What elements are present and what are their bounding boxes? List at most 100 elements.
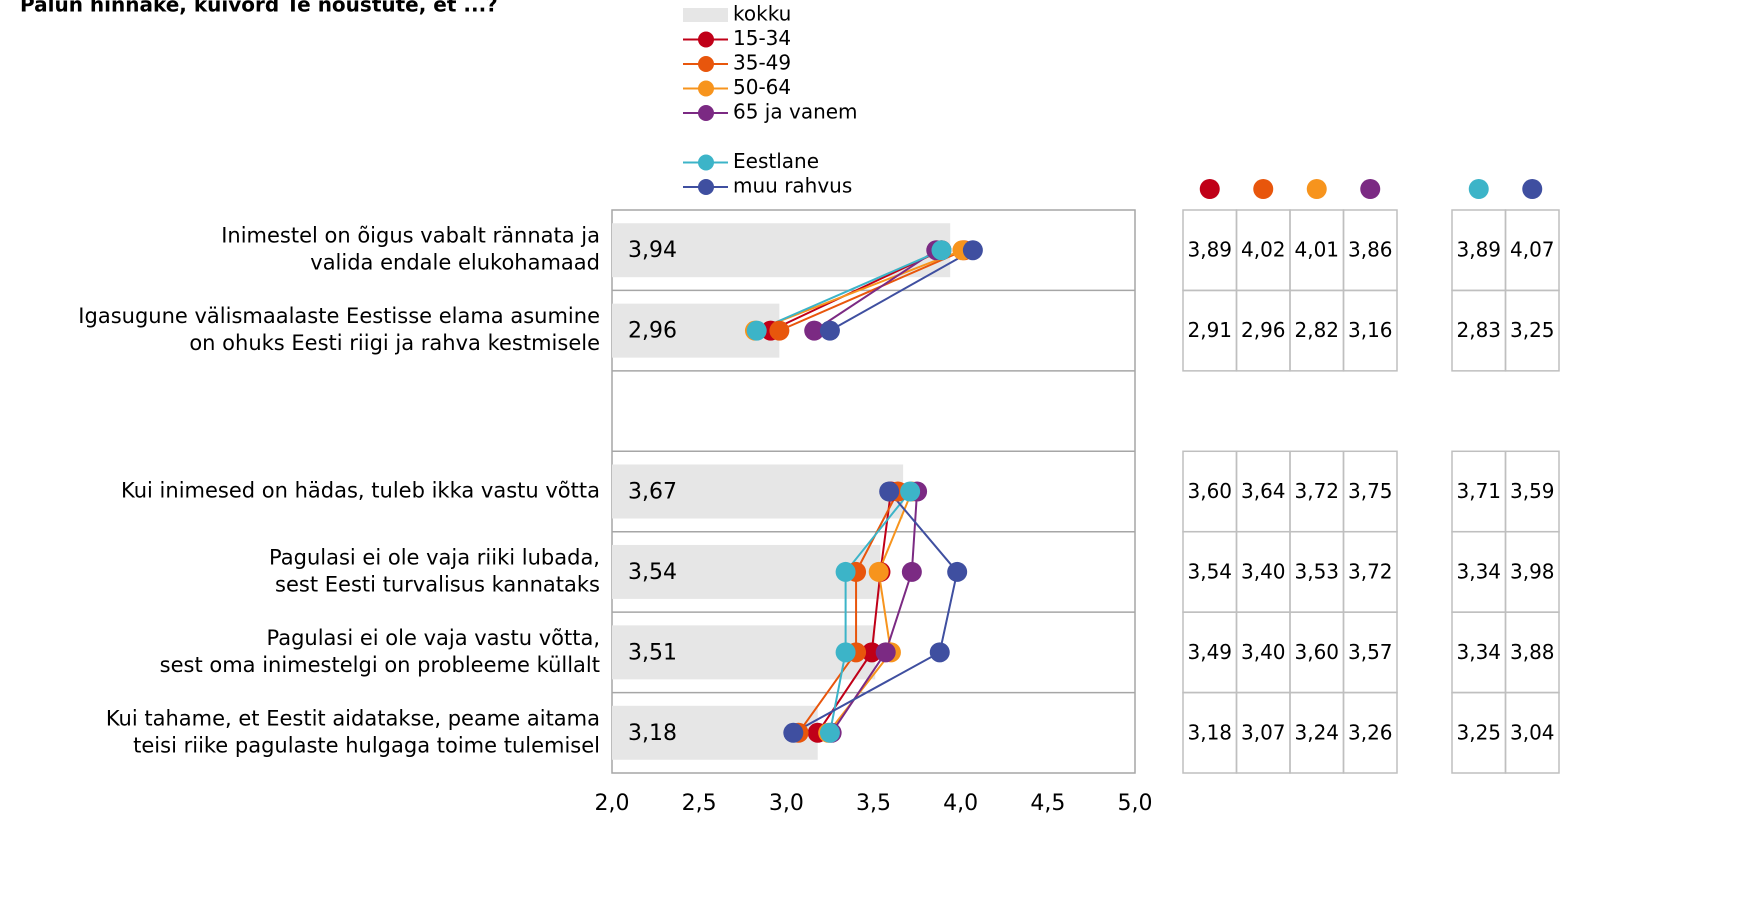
bar-label: 3,18 xyxy=(628,721,677,746)
table-value: 3,40 xyxy=(1241,559,1286,583)
table-cell xyxy=(1342,691,1398,774)
category-label: Kui inimesed on hädas, tuleb ikka vastu … xyxy=(121,479,600,503)
table-value: 4,07 xyxy=(1510,238,1555,262)
table-value: 3,64 xyxy=(1241,479,1286,503)
legend-dot xyxy=(698,179,714,195)
series-dot xyxy=(947,561,968,582)
series-line xyxy=(828,490,911,733)
bar-label: 3,94 xyxy=(628,238,677,263)
bar-label: 3,51 xyxy=(628,640,677,665)
category-label: Pagulasi ei ole vaja riiki lubada, sest E… xyxy=(269,545,600,596)
legend-dot xyxy=(698,80,714,97)
legend-label: 35-49 xyxy=(733,51,791,75)
table-cell xyxy=(1504,289,1560,372)
series-dot xyxy=(783,722,804,743)
table-value: 3,16 xyxy=(1348,318,1393,342)
table-value: 3,71 xyxy=(1456,479,1501,503)
table-value: 3,49 xyxy=(1187,640,1232,664)
series-dot xyxy=(819,320,840,341)
series-line xyxy=(756,249,942,332)
table-value: 3,59 xyxy=(1510,479,1555,503)
table-value: 3,89 xyxy=(1187,238,1232,262)
category-label: Inimestel on õigus vabalt rännata ja vali… xyxy=(221,224,600,275)
table-value: 4,02 xyxy=(1241,238,1286,262)
bar-label: 3,67 xyxy=(628,480,677,505)
category-label: Pagulasi ei ole vaja vastu võtta, sest om… xyxy=(160,626,600,677)
legend-dot xyxy=(698,105,714,121)
legend-label: 65 ja vanem xyxy=(733,100,858,124)
series-line xyxy=(792,490,959,734)
table-value: 3,25 xyxy=(1456,720,1501,744)
column-header-dot xyxy=(1360,179,1381,199)
column-header-dot xyxy=(1306,179,1327,199)
table-value: 2,83 xyxy=(1456,318,1501,342)
series-line xyxy=(816,491,892,734)
table-cell xyxy=(1504,691,1560,774)
series-dot xyxy=(875,642,896,663)
series-dot xyxy=(861,642,882,663)
legend-label: 15-34 xyxy=(733,26,791,50)
table-value: 3,25 xyxy=(1510,318,1555,342)
series-dot xyxy=(769,320,790,341)
x-tick-label: 2,0 xyxy=(595,791,630,816)
series-dot xyxy=(835,642,856,663)
table-value: 3,72 xyxy=(1294,479,1339,503)
bar-label: 2,96 xyxy=(628,319,677,344)
x-tick-label: 5,0 xyxy=(1118,791,1153,816)
series-line xyxy=(830,491,919,734)
column-header-dot xyxy=(1522,179,1543,199)
table-value: 3,57 xyxy=(1348,640,1393,664)
legend-label: kokku xyxy=(733,2,791,26)
column-header-dot xyxy=(1253,179,1274,199)
x-tick-label: 3,0 xyxy=(769,791,804,816)
table-value: 3,53 xyxy=(1294,559,1339,583)
legend-label: 50-64 xyxy=(733,75,791,99)
bar-label: 3,54 xyxy=(628,560,677,585)
table-value: 3,07 xyxy=(1241,720,1286,744)
chart-title: Palun hinnake, kuivõrd Te nõustute, et .… xyxy=(20,0,498,17)
series-dot xyxy=(819,722,840,743)
table-value: 3,89 xyxy=(1456,238,1501,262)
table-value: 3,34 xyxy=(1456,640,1501,664)
table-value: 3,60 xyxy=(1294,640,1339,664)
table-value: 3,24 xyxy=(1294,720,1339,744)
bar xyxy=(612,625,876,680)
bar xyxy=(612,223,951,278)
series-line xyxy=(829,249,974,332)
table-value: 3,26 xyxy=(1348,720,1393,744)
legend-swatch xyxy=(683,8,728,22)
legend-label: Eestlane xyxy=(733,149,819,173)
table-value: 3,04 xyxy=(1510,720,1555,744)
x-tick-label: 4,0 xyxy=(943,791,978,816)
legend-dot xyxy=(698,56,714,72)
table-value: 2,91 xyxy=(1187,318,1232,342)
table-value: 3,60 xyxy=(1187,479,1232,503)
x-tick-label: 4,5 xyxy=(1030,791,1065,816)
table-value: 2,96 xyxy=(1241,318,1286,342)
series-dot xyxy=(804,320,825,341)
table-cell xyxy=(1342,289,1398,372)
column-header-dot xyxy=(1468,179,1489,199)
table-value: 3,88 xyxy=(1510,640,1555,664)
table-value: 3,34 xyxy=(1456,559,1501,583)
x-tick-label: 3,5 xyxy=(856,791,891,816)
table-value: 3,75 xyxy=(1348,479,1393,503)
table-value: 3,18 xyxy=(1187,720,1232,744)
series-line xyxy=(813,249,937,332)
table-value: 2,82 xyxy=(1294,318,1339,342)
table-value: 3,72 xyxy=(1348,559,1393,583)
category-label: Igasugune välismaalaste Eestisse elama a… xyxy=(78,304,600,355)
series-dot xyxy=(868,561,889,582)
series-dot xyxy=(879,481,900,502)
legend-label: muu rahvus xyxy=(733,174,852,198)
table-value: 3,86 xyxy=(1348,238,1393,262)
series-dot xyxy=(900,481,921,502)
series-dot xyxy=(962,240,983,261)
table-value: 4,01 xyxy=(1294,238,1339,262)
series-line xyxy=(778,249,965,332)
series-dot xyxy=(929,642,950,663)
series-dot xyxy=(931,240,952,261)
category-label: Kui tahame, et Eestit aidatakse, peame a… xyxy=(106,706,600,757)
table-value: 3,98 xyxy=(1510,559,1555,583)
